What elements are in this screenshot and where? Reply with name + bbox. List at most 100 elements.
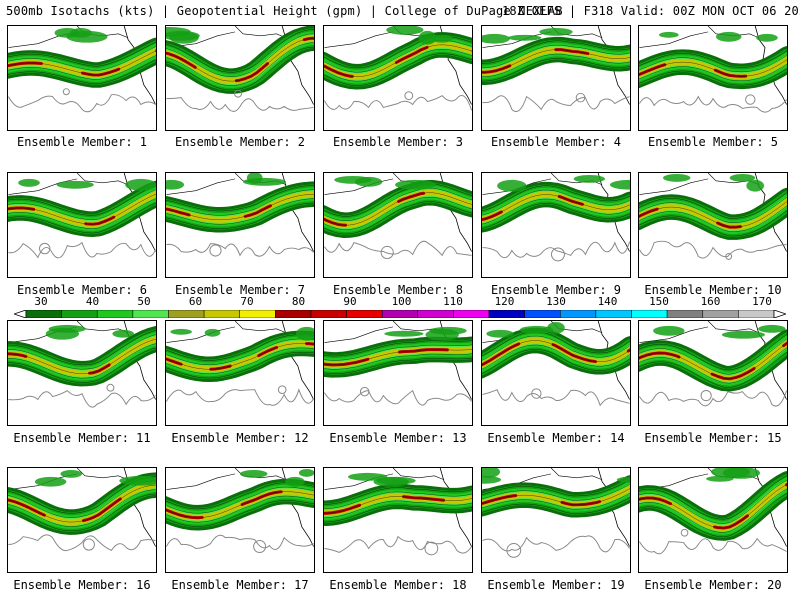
jet-isotachs [324,32,472,90]
closed-contour [82,538,95,551]
height-contour [482,535,630,553]
isotach-patch [48,324,86,333]
colorbar-tick-label: 170 [752,295,772,308]
colorbar-tick-label: 40 [85,295,100,308]
isotach-patch [386,26,424,35]
isotach-patch [715,31,742,42]
isotach-patch [746,179,765,192]
member-map [324,26,472,111]
ensemble-member-panel [481,172,631,278]
height-contour [166,388,314,406]
member-map [639,321,787,407]
ensemble-member-panel [638,25,788,131]
isotach-patch [547,321,565,334]
height-contour [482,241,630,259]
colorbar-segment [203,310,240,318]
isotach-patch [285,476,305,487]
height-contour [482,389,630,407]
closed-contour [700,389,712,402]
colorbar-segment [453,310,490,318]
isotach-patch [298,468,314,477]
height-contour [8,390,156,408]
colorbar-tick-label: 130 [546,295,566,308]
height-contour [639,390,787,407]
ensemble-member-panel [165,320,315,426]
height-contour [166,534,314,550]
colorbar-tick-label: 150 [649,295,669,308]
jet-isotachs [166,181,314,233]
colorbar-segment [61,310,98,318]
header-run-info: 18Z GEFS | F318 Valid: 00Z MON OCT 06 20… [502,4,800,18]
colorbar-tick-label: 120 [494,295,515,308]
ensemble-member-label: Ensemble Member: 18 [329,578,467,592]
ensemble-member-label: Ensemble Member: 6 [16,283,148,297]
ensemble-member-panel [7,467,157,573]
jet-isotachs [639,187,787,240]
height-contour [8,94,156,113]
jet-isotachs [324,483,472,526]
jet-isotachs [324,336,472,378]
height-contour [166,97,314,112]
ensemble-member-label: Ensemble Member: 11 [13,431,151,445]
isotach-patch [60,469,82,478]
ensemble-member-panel [323,467,473,573]
ensemble-member-label: Ensemble Member: 17 [171,578,309,592]
isotach-patch [482,33,510,44]
jet-isotachs [8,472,156,535]
colorbar-segment [702,310,739,318]
ensemble-member-label: Ensemble Member: 8 [332,283,464,297]
colorbar-segment [239,310,276,318]
height-contour [324,95,472,111]
member-map [8,468,156,552]
member-map [166,26,314,112]
colorbar-segment [168,310,205,318]
isotach-patch [507,34,542,41]
jet-isotachs [166,330,314,383]
isotach-patch [246,173,263,184]
member-map [482,321,630,407]
closed-contour [106,383,115,392]
isotach-patch [539,27,573,36]
isotach-patch [347,472,388,481]
height-contour [639,537,787,555]
height-contour [324,389,472,406]
political-boundaries [8,173,129,195]
ensemble-member-label: Ensemble Member: 5 [647,135,779,149]
colorbar-segment [666,310,703,318]
jet-isotachs [482,327,630,379]
colorbar-tick-label: 30 [34,295,48,308]
ensemble-member-label: Ensemble Member: 10 [644,283,782,297]
jet-isotachs [166,478,314,531]
colorbar-segment [132,310,169,318]
closed-contour [531,388,542,399]
colorbar-segment [275,310,312,318]
isotach-patch [425,328,459,341]
colorbar-segment [25,310,62,318]
isotach-patch [295,326,314,341]
isotach-patch [729,173,756,182]
ensemble-member-panel [7,320,157,426]
isotach-patch [170,328,192,335]
member-map [482,173,630,262]
isotach-patch [662,173,691,182]
ensemble-member-label: Ensemble Member: 12 [171,431,309,445]
member-map [324,321,472,406]
ensemble-member-label: Ensemble Member: 19 [487,578,625,592]
height-contour [639,240,787,259]
closed-contour [404,91,414,101]
isotach-patch [616,476,630,483]
ensemble-member-label: Ensemble Member: 16 [13,578,151,592]
jet-isotachs [639,471,787,541]
closed-contour [680,528,689,537]
closed-contour [575,92,586,103]
jet-isotachs [482,36,630,86]
colorbar-tick-label: 50 [137,295,151,308]
isotach-patch [125,178,156,191]
colorbar-segment [96,310,134,318]
isotach-patch [54,27,81,38]
colorbar-tick-label: 160 [700,295,721,308]
height-contour [639,95,787,113]
isotach-patch [166,30,200,41]
closed-contour [550,247,565,262]
colorbar-tick-label: 80 [291,295,306,308]
